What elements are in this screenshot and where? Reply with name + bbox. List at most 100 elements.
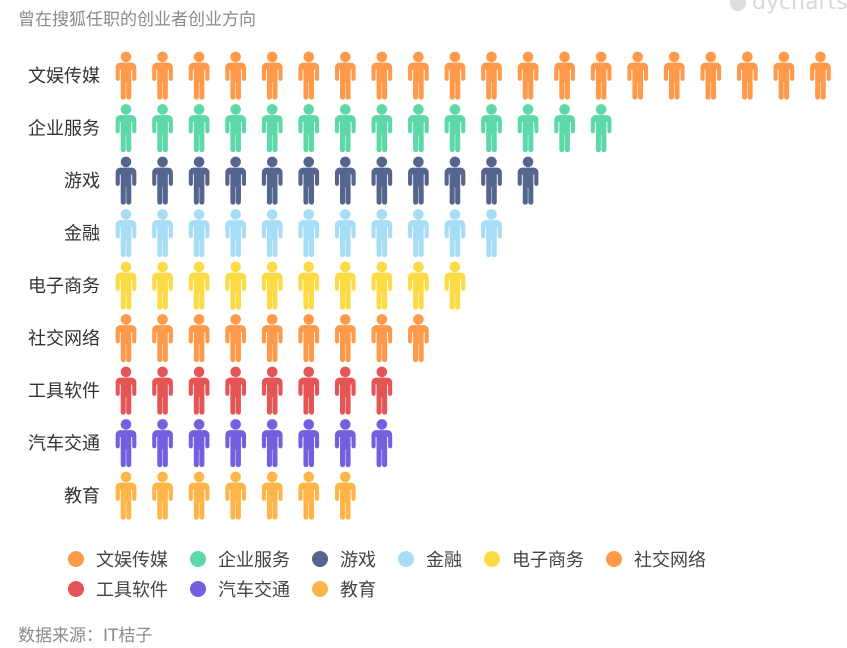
legend-label: 汽车交通 — [218, 580, 290, 601]
person-icon — [152, 419, 173, 468]
person-icon — [590, 104, 612, 153]
person-icon — [554, 51, 575, 100]
legend-label: 企业服务 — [218, 550, 290, 571]
person-icon — [115, 471, 137, 520]
legend-item[interactable]: 企业服务 — [190, 544, 290, 574]
person-icon — [554, 104, 575, 153]
person-icon — [371, 156, 393, 205]
person-icon — [261, 471, 283, 520]
person-icon — [298, 366, 320, 415]
person-icon — [225, 314, 246, 363]
person-icon — [334, 156, 356, 205]
legend-label: 文娱传媒 — [96, 550, 168, 571]
legend-item[interactable]: 文娱传媒 — [68, 544, 168, 574]
person-icon — [737, 51, 758, 100]
person-icon — [517, 156, 539, 205]
person-icon — [481, 156, 502, 205]
person-icon — [517, 51, 539, 100]
person-icon — [225, 419, 246, 468]
person-icon — [261, 104, 283, 153]
person-icon — [225, 261, 246, 310]
person-icon — [408, 104, 429, 153]
person-icon — [481, 104, 502, 153]
legend-dot-icon — [312, 581, 328, 597]
person-icon — [188, 156, 210, 205]
person-icon — [152, 156, 173, 205]
legend-label: 社交网络 — [634, 550, 706, 571]
person-icon — [444, 156, 466, 205]
person-icon — [590, 51, 612, 100]
category-label: 企业服务 — [28, 119, 100, 140]
person-icon — [444, 209, 466, 258]
person-icon — [298, 419, 320, 468]
person-icon — [152, 104, 173, 153]
person-icon — [188, 471, 210, 520]
person-icon — [371, 51, 393, 100]
legend-item[interactable]: 游戏 — [312, 544, 376, 574]
legend-dot-icon — [606, 551, 622, 567]
legend-label: 工具软件 — [96, 580, 168, 601]
person-icon — [225, 156, 246, 205]
person-icon — [334, 314, 356, 363]
legend-item[interactable]: 社交网络 — [606, 544, 706, 574]
person-icon — [261, 209, 283, 258]
person-icon — [225, 471, 246, 520]
person-icon — [152, 261, 173, 310]
person-icon — [188, 51, 210, 100]
person-icon — [810, 51, 831, 100]
person-icon — [444, 104, 466, 153]
person-icon — [188, 209, 210, 258]
person-icon — [115, 314, 137, 363]
person-icon — [773, 51, 795, 100]
legend-item[interactable]: 电子商务 — [484, 544, 584, 574]
category-label: 教育 — [64, 486, 100, 507]
legend-dot-icon — [398, 551, 414, 567]
legend-item[interactable]: 汽车交通 — [190, 574, 290, 604]
legend-dot-icon — [484, 551, 500, 567]
category-label: 游戏 — [64, 171, 100, 192]
legend: 文娱传媒 企业服务 游戏 金融 电子商务 社交网络工具软件 汽车交通 教育 — [68, 544, 828, 604]
person-icon — [115, 366, 137, 415]
person-icon — [188, 314, 210, 363]
person-icon — [261, 314, 283, 363]
person-icon — [152, 51, 173, 100]
person-icon — [298, 156, 320, 205]
person-icon — [261, 261, 283, 310]
person-icon — [481, 209, 502, 258]
person-icon — [115, 209, 137, 258]
legend-dot-icon — [68, 551, 84, 567]
person-icon — [334, 104, 356, 153]
legend-dot-icon — [190, 581, 206, 597]
person-icon — [152, 314, 173, 363]
person-icon — [371, 209, 393, 258]
legend-item[interactable]: 金融 — [398, 544, 462, 574]
legend-label: 电子商务 — [512, 550, 584, 571]
person-icon — [188, 366, 210, 415]
category-label: 汽车交通 — [28, 434, 100, 455]
person-icon — [334, 419, 356, 468]
person-icon — [261, 51, 283, 100]
legend-label: 游戏 — [340, 550, 376, 571]
person-icon — [225, 104, 246, 153]
person-icon — [115, 156, 137, 205]
person-icon — [298, 314, 320, 363]
legend-item[interactable]: 工具软件 — [68, 574, 168, 604]
chart-title: 曾在搜狐任职的创业者创业方向 — [18, 10, 256, 30]
person-icon — [334, 471, 356, 520]
person-icon — [371, 104, 393, 153]
person-icon — [700, 51, 722, 100]
person-icon — [115, 261, 137, 310]
legend-item[interactable]: 教育 — [312, 574, 376, 604]
person-icon — [188, 419, 210, 468]
person-icon — [115, 419, 137, 468]
legend-dot-icon — [68, 581, 84, 597]
person-icon — [517, 104, 539, 153]
person-icon — [408, 156, 429, 205]
person-icon — [298, 209, 320, 258]
person-icon — [481, 51, 502, 100]
category-label: 金融 — [64, 224, 100, 245]
person-icon — [334, 261, 356, 310]
person-icon — [225, 366, 246, 415]
person-icon — [334, 366, 356, 415]
